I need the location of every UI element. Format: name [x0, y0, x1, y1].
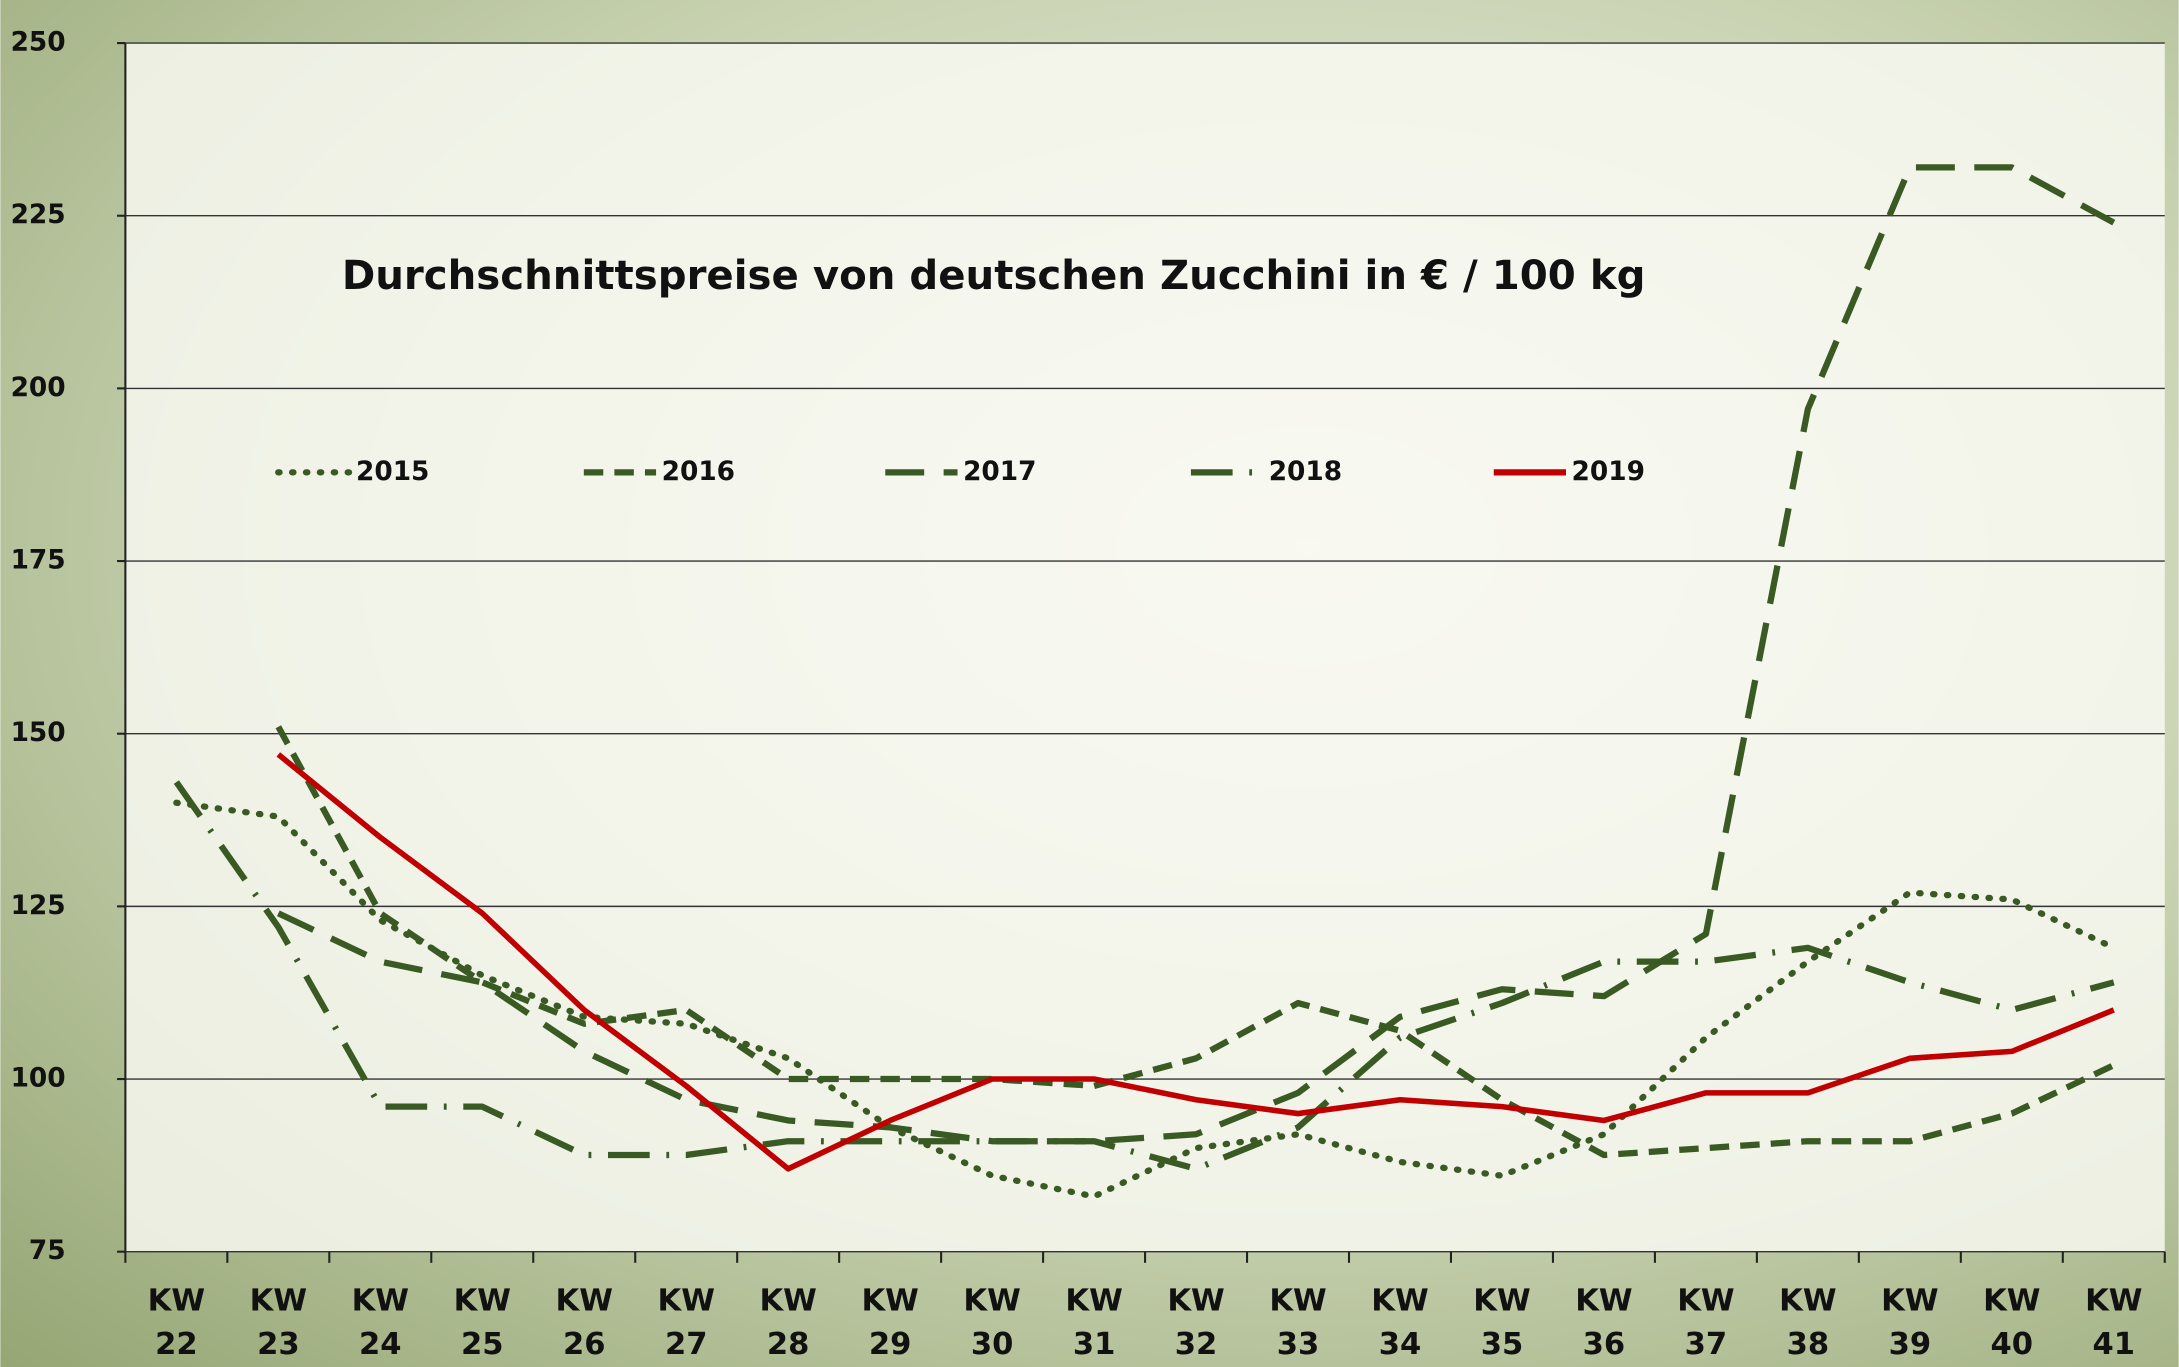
x-tick-label: KW 34	[1371, 1283, 1428, 1361]
legend-label: 2019	[1572, 457, 1645, 487]
x-tick-label: KW 30	[963, 1283, 1020, 1361]
x-tick-label: KW 36	[1575, 1283, 1632, 1361]
x-tick-label: KW 32	[1167, 1283, 1224, 1361]
legend-label: 2015	[356, 457, 429, 487]
y-tick-label: 125	[11, 891, 66, 921]
y-tick-label: 100	[11, 1064, 66, 1094]
x-tick-label: KW 26	[556, 1283, 613, 1361]
y-tick-label: 150	[11, 718, 66, 748]
y-tick-label: 175	[11, 546, 66, 576]
x-tick-label: KW 22	[148, 1283, 205, 1361]
x-tick-label: KW 35	[1473, 1283, 1530, 1361]
x-tick-label: KW 25	[454, 1283, 511, 1361]
x-tick-label: KW 40	[1983, 1283, 2040, 1361]
y-tick-label: 200	[11, 373, 66, 403]
x-tick-label: KW 41	[2085, 1283, 2142, 1361]
x-tick-label: KW 31	[1065, 1283, 1122, 1361]
x-tick-label: KW 23	[250, 1283, 307, 1361]
legend-label: 2017	[963, 457, 1036, 487]
series-line	[276, 164, 2116, 1145]
y-tick-label: 75	[29, 1236, 66, 1266]
x-tick-label: KW 28	[759, 1283, 816, 1361]
x-tick-label: KW 29	[861, 1283, 918, 1361]
chart-title: Durchschnittspreise von deutschen Zucchi…	[342, 253, 1646, 299]
x-tick-label: KW 27	[658, 1283, 715, 1361]
x-tick-label: KW 39	[1881, 1283, 1938, 1361]
y-tick-label: 225	[11, 200, 66, 230]
series-line	[276, 752, 2115, 1172]
legend-label: 2018	[1269, 457, 1342, 487]
legend-label: 2016	[662, 457, 735, 487]
y-tick-label: 250	[11, 28, 66, 58]
series-line	[275, 725, 2116, 1159]
x-tick-label: KW 24	[352, 1283, 409, 1361]
plot-area	[125, 43, 2165, 1252]
x-tick-label: KW 33	[1269, 1283, 1326, 1361]
x-tick-label: KW 38	[1779, 1283, 1836, 1361]
series-line	[173, 799, 2117, 1200]
series-line	[173, 780, 2115, 1172]
x-tick-label: KW 37	[1677, 1283, 1734, 1361]
